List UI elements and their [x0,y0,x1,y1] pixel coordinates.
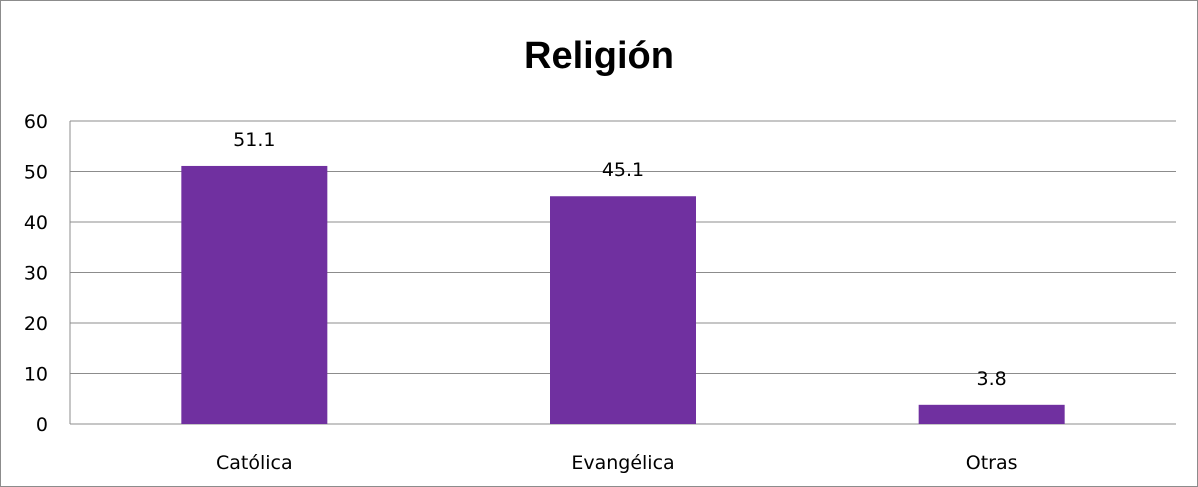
bar-3 [918,404,1065,424]
bar-2 [550,196,696,424]
data-label-2: 45.1 [602,159,644,181]
category-label-1: Católica [216,452,293,474]
category-label-3: Otras [966,452,1018,474]
chart-title: Religión [524,35,674,77]
y-tick-label-60: 60 [24,111,48,133]
bar-1 [181,165,328,424]
data-label-3: 3.8 [977,368,1007,390]
y-tick-label-20: 20 [24,313,48,335]
category-label-2: Evangélica [571,452,674,474]
y-tick-label-30: 30 [24,263,48,285]
y-tick-label-50: 50 [24,162,48,184]
y-tick-label-10: 10 [24,364,48,386]
y-tick-label-40: 40 [24,212,48,234]
y-tick-label-0: 0 [36,414,48,436]
data-label-1: 51.1 [233,129,275,151]
